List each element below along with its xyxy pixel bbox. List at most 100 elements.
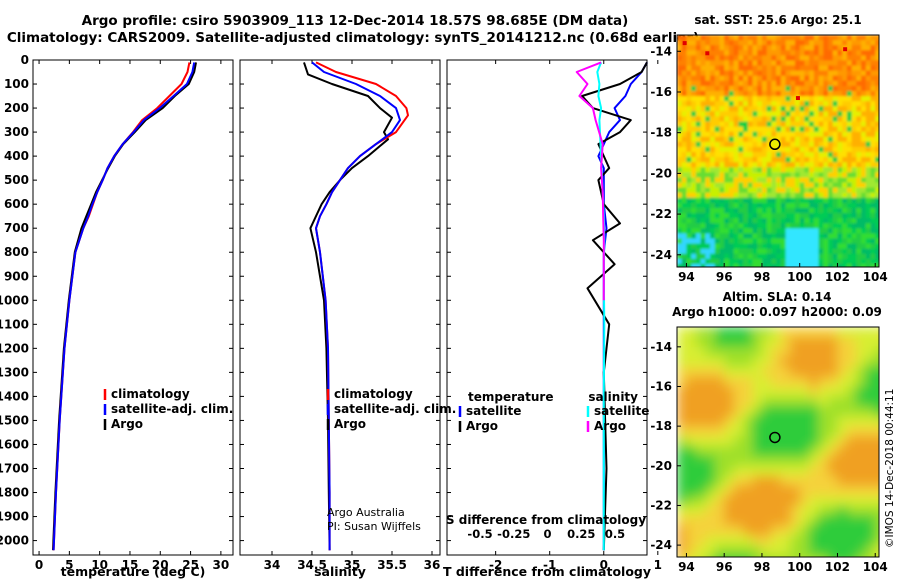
- map-cell: [832, 101, 838, 107]
- map-cell: [851, 208, 857, 214]
- map-cell: [832, 131, 838, 138]
- map-cell: [733, 485, 744, 497]
- map-cell: [714, 238, 721, 245]
- map-cell: [714, 258, 721, 265]
- map-cell: [700, 141, 706, 148]
- map-cell: [771, 485, 782, 497]
- map-cell: [856, 55, 862, 62]
- map-cell: [813, 177, 820, 184]
- map-cell: [785, 258, 791, 265]
- map-cell: [719, 152, 725, 158]
- map-cell: [766, 177, 772, 184]
- map-cell: [733, 525, 744, 536]
- map-cell: [724, 208, 730, 214]
- map-cell: [795, 162, 801, 168]
- map-cell: [695, 111, 702, 117]
- map-cell: [686, 376, 697, 388]
- map-cell: [799, 376, 810, 388]
- map-cell: [724, 40, 730, 46]
- map-cell: [790, 208, 796, 214]
- map-cell: [681, 116, 687, 123]
- map-cell: [842, 101, 848, 107]
- map-cell: [757, 35, 763, 41]
- map-cell: [710, 253, 716, 260]
- map-cell: [677, 50, 683, 56]
- map-cell: [747, 65, 754, 72]
- map-cell: [818, 80, 824, 87]
- map-cell: [828, 208, 834, 214]
- map-cell: [762, 505, 772, 516]
- map-cell: [705, 65, 711, 72]
- map-cell: [719, 233, 725, 240]
- map-cell: [809, 40, 815, 46]
- y-tick-label: 1400: [0, 389, 29, 403]
- map-cell: [799, 263, 805, 267]
- map-cell: [790, 248, 796, 255]
- map-cell: [799, 416, 810, 427]
- map-cell: [828, 45, 834, 51]
- map-cell: [828, 465, 838, 477]
- map-cell: [785, 228, 791, 234]
- map-cell: [724, 111, 730, 117]
- map-cell: [705, 446, 716, 457]
- map-cell: [809, 55, 815, 62]
- map-cell: [780, 228, 787, 234]
- map-cell: [700, 167, 706, 173]
- map-cell: [752, 253, 758, 260]
- map-cell: [724, 243, 730, 250]
- map-cell: [785, 40, 791, 46]
- map-cell: [842, 202, 848, 209]
- map-cell: [700, 248, 706, 255]
- map-cell: [752, 336, 763, 348]
- map-cell: [790, 192, 796, 199]
- map-cell: [828, 505, 838, 516]
- map-cell: [804, 192, 810, 199]
- map-cell: [738, 80, 744, 87]
- map-cell: [865, 446, 876, 457]
- map-cell: [790, 182, 796, 189]
- map-cell: [757, 80, 763, 87]
- map-cell: [686, 106, 692, 112]
- map-cell: [790, 35, 796, 41]
- map-cell: [865, 45, 872, 51]
- map-cell: [818, 376, 829, 388]
- map-cell: [837, 396, 848, 407]
- map-cell: [724, 446, 735, 457]
- map-cell: [790, 555, 801, 557]
- map-cell: [875, 327, 879, 338]
- map-cell: [856, 152, 862, 158]
- map-cell: [681, 187, 687, 194]
- map-cell: [861, 172, 867, 179]
- map-cell: [686, 243, 692, 250]
- map-cell: [856, 116, 862, 123]
- map-cell: [870, 136, 876, 143]
- map-cell: [677, 258, 683, 265]
- map-cell: [856, 177, 862, 184]
- map-cell: [762, 248, 768, 255]
- map-cell: [818, 535, 829, 546]
- map-cell: [856, 202, 862, 209]
- map-cell: [818, 152, 824, 158]
- map-cell: [695, 167, 702, 173]
- map-cell: [747, 187, 754, 194]
- map-cell: [710, 106, 716, 112]
- map-cell: [714, 436, 725, 447]
- map-cell: [710, 243, 716, 250]
- map-cell: [710, 75, 716, 82]
- map-cell: [677, 106, 683, 112]
- map-cell: [790, 50, 796, 56]
- map-cell: [856, 436, 867, 447]
- map-cell: [747, 218, 754, 224]
- map-cell: [813, 258, 820, 265]
- map-cell: [771, 228, 777, 234]
- map-cell: [728, 116, 735, 123]
- map-cell: [818, 70, 824, 77]
- map-cell: [861, 35, 867, 41]
- map-cell: [842, 85, 848, 92]
- map-cell: [837, 327, 848, 338]
- map-cell: [823, 146, 829, 153]
- map-cell: [738, 121, 744, 128]
- map-cell: [695, 182, 702, 189]
- map-cell: [799, 157, 805, 163]
- map-cell: [677, 386, 687, 397]
